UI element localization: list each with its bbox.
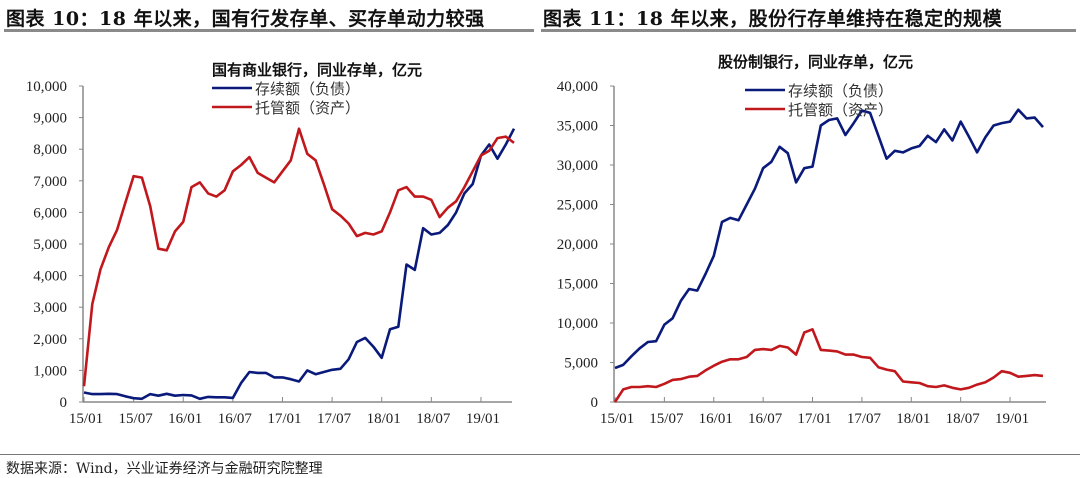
source-divider (0, 454, 1080, 455)
y-tick-label: 10,000 (26, 79, 67, 95)
x-tick-label: 17/07 (847, 411, 882, 427)
x-tick-label: 18/01 (367, 411, 401, 427)
legend-label: 存续额（负债） (255, 80, 360, 98)
y-tick-label: 0 (60, 395, 68, 411)
legend-label: 托管额（资产） (255, 99, 360, 117)
header-divider-right (541, 29, 1076, 32)
y-tick-label: 8,000 (33, 142, 67, 158)
series-line-asset (613, 327, 1044, 403)
x-tick-label: 17/07 (317, 411, 352, 427)
y-tick-label: 6,000 (33, 205, 67, 221)
y-tick-label: 30,000 (557, 158, 598, 174)
y-tick-label: 5,000 (33, 237, 67, 253)
header-divider-left (4, 29, 534, 32)
figure-10-header: 图表 10：18 年以来，国有行发存单、买存单动力较强 (6, 8, 485, 30)
series-line-liability (83, 128, 516, 401)
x-tick-label: 16/07 (748, 411, 783, 427)
x-tick-label: 15/07 (119, 411, 154, 427)
y-tick-label: 3,000 (33, 300, 67, 316)
chart-title: 股份制银行，同业存单，亿元 (718, 53, 913, 71)
x-tick-label: 19/01 (466, 411, 500, 427)
y-tick-label: 2,000 (33, 332, 67, 348)
source-note: 数据来源：Wind，兴业证券经济与金融研究院整理 (6, 461, 323, 477)
legend-label: 托管额（资产） (788, 101, 893, 119)
x-tick-label: 18/01 (896, 411, 930, 427)
y-tick-label: 10,000 (557, 316, 598, 332)
y-tick-label: 25,000 (557, 198, 598, 214)
figure-11-header: 图表 11：18 年以来，股份行存单维持在稳定的规模 (543, 8, 1003, 30)
y-tick-label: 15,000 (557, 277, 598, 293)
y-tick-label: 7,000 (33, 174, 67, 190)
x-tick-label: 15/01 (600, 411, 634, 427)
x-tick-label: 16/01 (699, 411, 733, 427)
x-tick-label: 17/01 (797, 411, 831, 427)
y-tick-label: 20,000 (557, 237, 598, 253)
y-tick-label: 5,000 (564, 356, 598, 372)
x-tick-label: 16/01 (168, 411, 202, 427)
y-tick-label: 4,000 (33, 269, 67, 285)
x-tick-label: 18/07 (946, 411, 981, 427)
y-tick-label: 0 (591, 395, 599, 411)
chart-title: 国有商业银行，同业存单，亿元 (212, 61, 422, 79)
y-tick-label: 35,000 (557, 119, 598, 135)
series-line-liability (614, 108, 1044, 370)
x-tick-label: 18/07 (416, 411, 451, 427)
y-tick-label: 40,000 (557, 79, 598, 95)
legend-label: 存续额（负债） (788, 82, 893, 100)
x-tick-label: 17/01 (267, 411, 301, 427)
x-tick-label: 16/07 (218, 411, 253, 427)
x-tick-label: 15/07 (649, 411, 684, 427)
y-tick-label: 1,000 (33, 363, 67, 379)
series-line-asset (82, 127, 515, 387)
x-tick-label: 19/01 (995, 411, 1029, 427)
y-tick-label: 9,000 (33, 111, 67, 127)
x-tick-label: 15/01 (69, 411, 103, 427)
